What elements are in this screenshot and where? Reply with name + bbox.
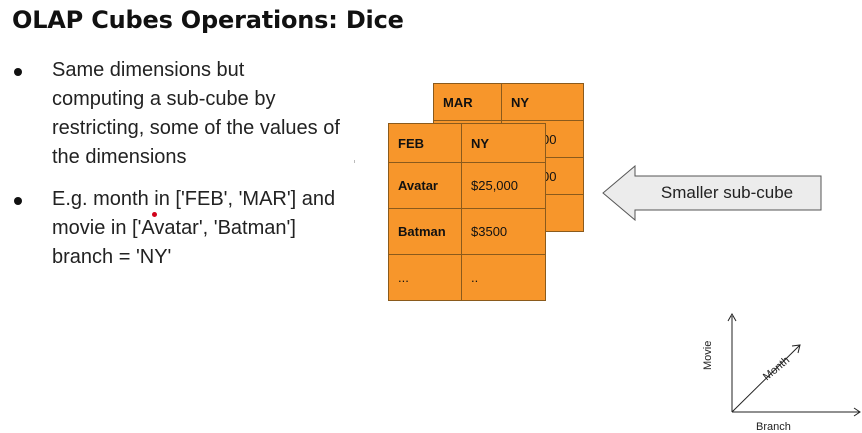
table-cell: ... — [388, 254, 462, 301]
divider-mark — [354, 160, 355, 163]
axes-diagram — [727, 312, 861, 417]
bullet-1-text: Same dimensions but computing a sub-cube… — [52, 56, 384, 172]
table-cell: Avatar — [388, 162, 462, 209]
table-row: MAR NY — [433, 83, 584, 121]
laser-pointer-dot — [152, 212, 157, 217]
table-cell: NY — [461, 123, 546, 163]
table-cell: $25,000 — [461, 162, 546, 209]
x-axis-arrowhead — [853, 407, 861, 417]
bullet-line: Same dimensions but — [52, 59, 245, 81]
z-axis-line — [731, 344, 801, 413]
table-row: Avatar $25,000 — [388, 162, 546, 209]
table-cell: FEB — [388, 123, 462, 163]
bullet-dot — [14, 68, 22, 76]
table-cell: $3500 — [461, 208, 546, 255]
bullet-line: movie in ['Avatar', 'Batman'] — [52, 217, 296, 239]
bullet-line: computing a sub-cube by — [52, 88, 276, 110]
left-arrow-icon — [602, 164, 822, 222]
bullet-line: branch = 'NY' — [52, 246, 172, 268]
bullet-2-text: E.g. month in ['FEB', 'MAR'] and movie i… — [52, 185, 384, 272]
table-row: ... .. — [388, 254, 546, 301]
table-cell: MAR — [433, 83, 502, 121]
bullet-line: restricting, some of the values of — [52, 117, 340, 139]
callout-arrow: Smaller sub-cube — [602, 164, 822, 222]
bullet-1: Same dimensions but computing a sub-cube… — [12, 56, 384, 172]
bullet-dot — [14, 197, 22, 205]
axis-label-branch: Branch — [756, 421, 791, 433]
table-cell: Batman — [388, 208, 462, 255]
slide-title: OLAP Cubes Operations: Dice — [12, 6, 404, 34]
table-cell: .. — [461, 254, 546, 301]
table-cell: NY — [501, 83, 584, 121]
axis-label-movie: Movie — [702, 340, 714, 370]
bullet-line: the dimensions — [52, 146, 187, 168]
z-axis-arrowhead — [791, 344, 801, 354]
table-row: FEB NY — [388, 123, 546, 163]
cube-table-feb: FEB NY Avatar $25,000 Batman $3500 ... .… — [388, 123, 546, 301]
bullet-line: E.g. month in ['FEB', 'MAR'] and — [52, 188, 336, 210]
bullet-2: E.g. month in ['FEB', 'MAR'] and movie i… — [12, 185, 384, 272]
callout-label: Smaller sub-cube — [660, 183, 794, 202]
y-axis-arrowhead — [727, 312, 737, 322]
table-row: Batman $3500 — [388, 208, 546, 255]
